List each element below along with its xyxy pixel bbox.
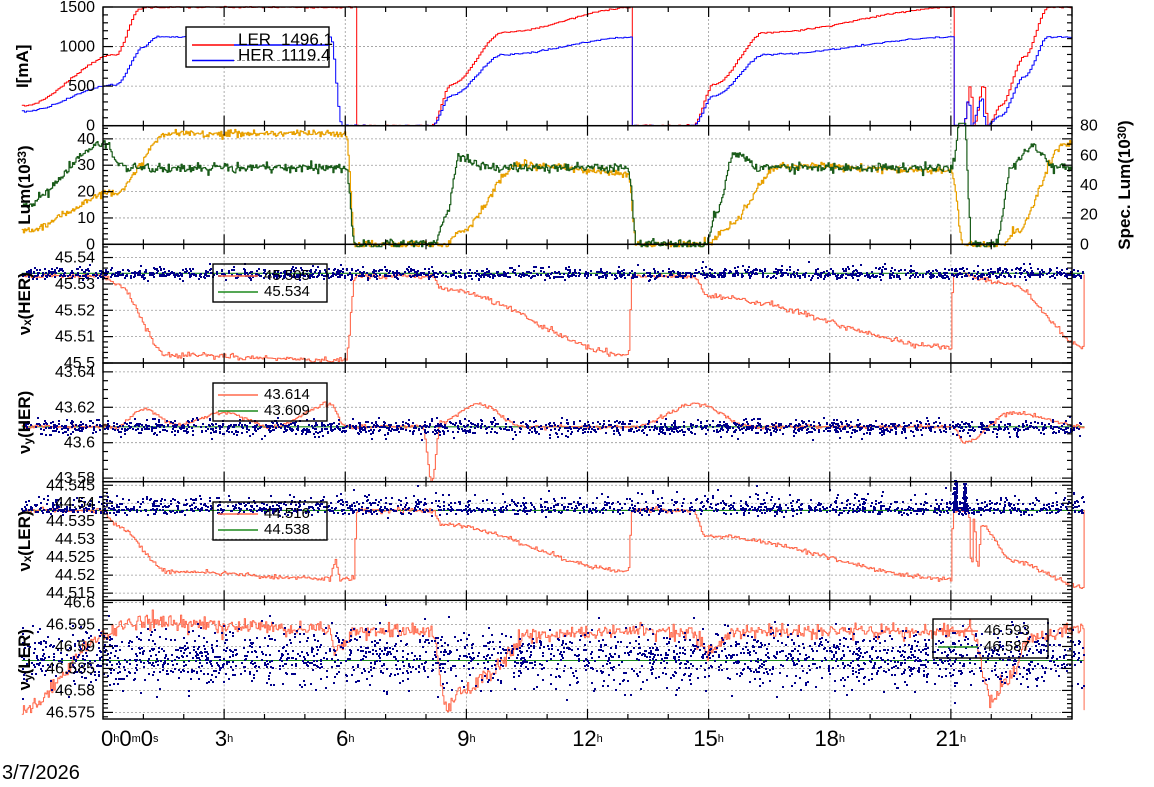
svg-text:45.505: 45.505: [264, 267, 310, 284]
svg-text:10: 10: [77, 210, 95, 227]
svg-text:43.614: 43.614: [264, 386, 310, 403]
svg-text:40: 40: [77, 131, 95, 148]
svg-text:46.593: 46.593: [984, 622, 1030, 639]
svg-text:45.51: 45.51: [55, 329, 95, 346]
svg-text:44.538: 44.538: [264, 521, 310, 538]
svg-text:I[mA]: I[mA]: [13, 45, 32, 88]
svg-text:3/7/2026: 3/7/2026: [2, 762, 80, 782]
svg-text:60: 60: [1080, 147, 1098, 164]
svg-text:Spec. Lum(1030): Spec. Lum(1030): [1115, 120, 1134, 249]
svg-text:46.587: 46.587: [984, 638, 1030, 655]
svg-text:46.595: 46.595: [46, 617, 95, 634]
svg-text:1000: 1000: [59, 39, 95, 56]
svg-text:30: 30: [77, 157, 95, 174]
svg-text:46.6: 46.6: [64, 595, 95, 612]
svg-text:0h0m0s: 0h0m0s: [101, 726, 159, 751]
svg-text:νₓ(HER): νₓ(HER): [15, 272, 34, 335]
svg-text:0: 0: [1080, 236, 1089, 253]
svg-text:80: 80: [1080, 118, 1098, 135]
svg-text:νₓ(LER): νₓ(LER): [15, 510, 34, 571]
svg-text:20: 20: [77, 184, 95, 201]
svg-text:40: 40: [1080, 177, 1098, 194]
svg-text:46.575: 46.575: [46, 704, 95, 721]
svg-text:46.58: 46.58: [55, 682, 95, 699]
svg-text:44.54: 44.54: [55, 495, 95, 512]
svg-text:44.525: 44.525: [46, 549, 95, 566]
svg-text:νy(LER): νy(LER): [15, 629, 35, 690]
svg-text:43.62: 43.62: [55, 399, 95, 416]
svg-text:44.545: 44.545: [46, 477, 95, 494]
svg-text:HER: HER: [238, 46, 274, 65]
svg-text:44.516: 44.516: [264, 505, 310, 522]
svg-text:43.6: 43.6: [64, 435, 95, 452]
svg-text:44.535: 44.535: [46, 513, 95, 530]
svg-text:500: 500: [68, 78, 95, 95]
svg-text:44.53: 44.53: [55, 531, 95, 548]
svg-text:46.59: 46.59: [55, 638, 95, 655]
svg-text:43.64: 43.64: [55, 364, 95, 381]
svg-text:44.52: 44.52: [55, 567, 95, 584]
svg-text:46.585: 46.585: [46, 660, 95, 677]
svg-text:1119.4: 1119.4: [281, 46, 330, 65]
svg-text:45.53: 45.53: [55, 276, 95, 293]
svg-text:45.534: 45.534: [264, 283, 310, 300]
svg-text:43.609: 43.609: [264, 402, 310, 419]
svg-text:45.52: 45.52: [55, 302, 95, 319]
svg-text:20: 20: [1080, 207, 1098, 224]
svg-text:45.54: 45.54: [55, 250, 95, 267]
svg-text:1500: 1500: [59, 0, 95, 16]
